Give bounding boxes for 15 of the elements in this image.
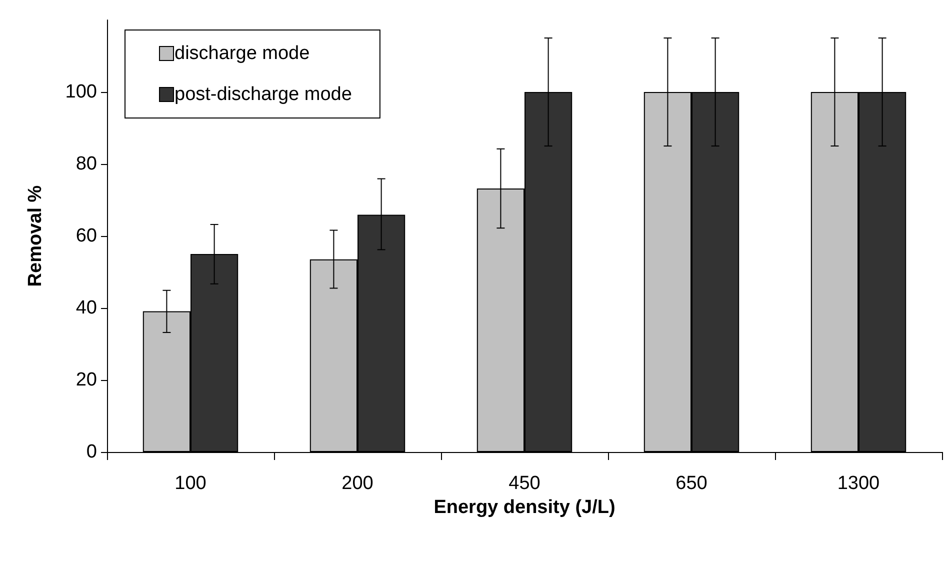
y-tick-label: 40 (76, 298, 97, 318)
y-axis-title: Removal % (25, 185, 46, 287)
x-tick-label: 1300 (837, 473, 880, 494)
x-tick-label: 650 (676, 473, 708, 494)
y-tick-label: 20 (76, 370, 97, 390)
x-tick-label: 200 (342, 473, 374, 494)
y-tick-label: 60 (76, 226, 97, 246)
legend-label: discharge mode (174, 43, 310, 64)
y-tick-label: 80 (76, 154, 97, 174)
legend-label: post-discharge mode (174, 84, 352, 105)
y-tick-label: 0 (86, 442, 97, 462)
y-tick-label: 100 (65, 82, 97, 102)
x-axis-title: Energy density (J/L) (434, 496, 616, 518)
x-tick-label: 100 (174, 473, 206, 494)
x-tick-label: 450 (508, 473, 540, 494)
